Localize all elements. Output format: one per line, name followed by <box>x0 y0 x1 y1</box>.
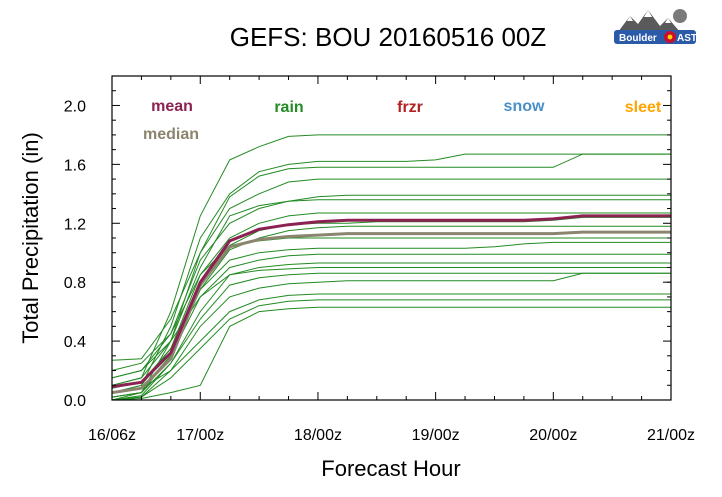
x-axis-label: Forecast Hour <box>321 456 460 481</box>
legend-sleet: sleet <box>625 99 662 116</box>
member-line-10 <box>111 237 671 371</box>
member-line-12 <box>111 253 671 398</box>
y-axis-label: Total Precipitation (in) <box>18 132 43 344</box>
member-line-17 <box>111 293 671 394</box>
member-line-19 <box>111 306 671 401</box>
member-line-6 <box>111 199 671 386</box>
y-tick-label: 0.8 <box>64 275 86 292</box>
x-tick-label: 18/00z <box>294 427 342 444</box>
summary-series <box>111 214 671 395</box>
legend-snow: snow <box>504 98 545 115</box>
member-line-14 <box>111 267 671 379</box>
legend: mean median rain frzr snow sleet <box>143 98 662 143</box>
y-tick-label: 1.2 <box>64 216 86 233</box>
x-tick-label: 21/00z <box>647 427 695 444</box>
member-line-3 <box>111 153 671 398</box>
ensemble-members <box>111 134 671 401</box>
svg-text:AST: AST <box>677 33 696 44</box>
legend-frzr: frzr <box>397 99 423 116</box>
member-line-9 <box>111 225 671 401</box>
legend-mean: mean <box>151 98 193 115</box>
y-tick-label: 0.4 <box>64 334 86 351</box>
member-line-15 <box>111 272 671 398</box>
x-tick-label: 19/00z <box>412 427 460 444</box>
member-line-16 <box>111 272 671 401</box>
member-line-11 <box>111 241 671 394</box>
axis-ticks: 16/06z 17/00z 18/00z 19/00z 20/00z 21/00z 0.0 0… <box>64 76 695 444</box>
y-tick-label: 2.0 <box>64 98 86 115</box>
member-line-5 <box>111 194 671 379</box>
bouldercast-logo: Boulder AST <box>614 9 696 44</box>
legend-median: median <box>143 126 199 143</box>
x-tick-label: 17/00z <box>176 427 224 444</box>
svg-text:Boulder: Boulder <box>619 33 657 44</box>
mean-line <box>111 214 671 389</box>
member-line-1 <box>111 134 671 386</box>
member-line-4 <box>111 178 671 361</box>
y-tick-label: 1.6 <box>64 157 86 174</box>
member-line-2 <box>111 153 671 394</box>
chart-title: GEFS: BOU 20160516 00Z <box>230 22 547 52</box>
legend-rain: rain <box>274 99 303 116</box>
x-tick-label: 16/06z <box>88 427 136 444</box>
median-line <box>111 230 671 395</box>
y-tick-label: 0.0 <box>64 393 86 410</box>
x-tick-label: 20/00z <box>529 427 577 444</box>
member-line-7 <box>111 212 671 389</box>
member-line-13 <box>111 262 671 401</box>
member-line-18 <box>111 299 671 401</box>
